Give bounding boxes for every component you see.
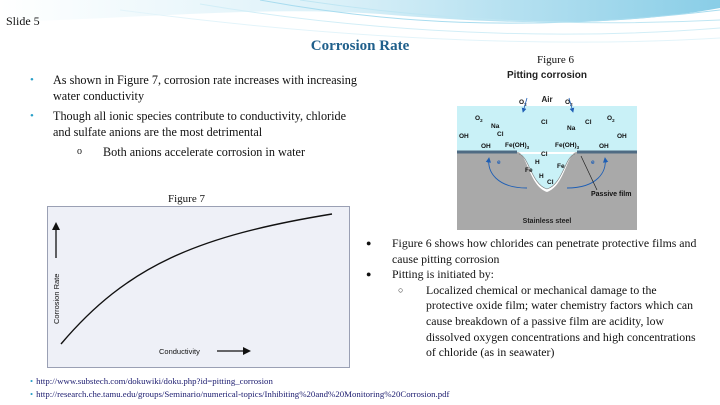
reference-list: • http://www.substech.com/dokuwiki/doku.p… — [30, 375, 449, 400]
right-bullet-item: ● Figure 6 shows how chlorides can penet… — [366, 236, 706, 267]
electron-flow-arrow — [566, 157, 609, 189]
corrosion-rate-curve — [60, 213, 333, 345]
label-passive-film: Passive film — [591, 191, 631, 198]
right-sub-bullet-item: ○ Localized chemical or mechanical damag… — [366, 283, 706, 361]
circle-bullet-icon: o — [77, 146, 82, 157]
bullet-text: Pitting is initiated by: — [392, 267, 494, 282]
bullet-text: Though all ionic species contribute to c… — [53, 109, 346, 139]
passive-film-pointer — [580, 155, 598, 191]
label-stainless-steel: Stainless steel — [523, 218, 572, 225]
label-oh: OH — [481, 143, 491, 150]
bullet-text: As shown in Figure 7, corrosion rate inc… — [53, 73, 357, 103]
label-electron: e — [497, 159, 501, 166]
x-axis-arrowhead-icon — [243, 347, 251, 355]
right-bullet-item: ● Pitting is initiated by: — [366, 267, 706, 283]
label-oh: OH — [617, 133, 627, 140]
bullet-marker-icon: • — [30, 74, 34, 86]
corrosion-rate-chart: Corrosion Rate Conductivity — [47, 206, 350, 368]
left-bullet-item: • Though all ionic species contribute to… — [30, 108, 360, 140]
label-cl: Cl — [547, 179, 554, 186]
steel-layer — [457, 152, 637, 230]
label-h: H — [539, 173, 544, 180]
label-fe: Fe — [525, 167, 533, 174]
header-wave-decoration — [0, 0, 720, 43]
y-axis-label: Corrosion Rate — [52, 274, 61, 324]
label-na: Na — [567, 125, 576, 132]
y-axis-arrowhead-icon — [52, 222, 60, 230]
left-bullet-list: • As shown in Figure 7, corrosion rate i… — [30, 72, 360, 160]
reference-item: • http://research.che.tamu.edu/groups/Sem… — [30, 388, 449, 401]
label-o2: O2 — [475, 115, 483, 123]
slide-number: Slide 5 — [6, 14, 40, 28]
label-electron: e — [591, 159, 595, 166]
label-oh: OH — [599, 143, 609, 150]
bullet-marker-icon: • — [30, 376, 34, 386]
label-air: Air — [541, 95, 552, 104]
bullet-marker-icon: ● — [366, 269, 372, 280]
figure7-caption: Figure 7 — [168, 193, 205, 205]
label-fe: Fe — [557, 163, 565, 170]
label-o2: O2 — [607, 115, 615, 123]
label-cl: Cl — [585, 119, 592, 126]
left-bullet-item: • As shown in Figure 7, corrosion rate i… — [30, 72, 360, 104]
label-cl: Cl — [541, 119, 548, 126]
bullet-marker-icon: ● — [366, 238, 372, 248]
bullet-text: Figure 6 shows how chlorides can penetra… — [392, 236, 697, 266]
reference-link[interactable]: http://www.substech.com/dokuwiki/doku.ph… — [36, 376, 273, 386]
label-cl: Cl — [497, 131, 504, 138]
pit-cavity — [518, 153, 576, 190]
bullet-marker-icon: • — [30, 388, 34, 399]
label-o2: O2 — [519, 99, 527, 107]
sub-bullet-text: Both anions accelerate corrosion in wate… — [103, 145, 306, 159]
label-cl: Cl — [541, 151, 548, 158]
water-layer — [457, 106, 637, 152]
oxygen-arrow — [568, 97, 575, 113]
oxygen-arrow — [521, 97, 528, 113]
label-feoh3: Fe(OH)3 — [505, 142, 530, 150]
diagram-title: Pitting corrosion — [507, 70, 587, 81]
label-na: Na — [491, 123, 500, 130]
label-h: H — [535, 159, 540, 166]
pitting-corrosion-diagram: Pitting corrosion Air O2 O2 O2 O2 Na Cl … — [457, 68, 637, 230]
left-sub-bullet-item: o Both anions accelerate corrosion in wa… — [30, 144, 360, 160]
label-o2: O2 — [565, 99, 573, 107]
right-bullet-list: ● Figure 6 shows how chlorides can penet… — [366, 236, 706, 361]
sub-bullet-text: Localized chemical or mechanical damage … — [426, 282, 696, 360]
x-axis-label: Conductivity — [159, 347, 200, 356]
circle-bullet-icon: ○ — [398, 284, 404, 295]
bullet-marker-icon: • — [30, 110, 34, 122]
reference-item: • http://www.substech.com/dokuwiki/doku.p… — [30, 375, 449, 388]
chart-background — [47, 206, 350, 368]
reference-link[interactable]: http://research.che.tamu.edu/groups/Semi… — [36, 388, 450, 399]
slide-title: Corrosion Rate — [310, 38, 410, 54]
label-oh: OH — [459, 133, 469, 140]
label-feoh3: Fe(OH)3 — [555, 142, 580, 150]
electron-flow-arrow — [485, 157, 528, 189]
figure6-caption: Figure 6 — [537, 54, 574, 66]
